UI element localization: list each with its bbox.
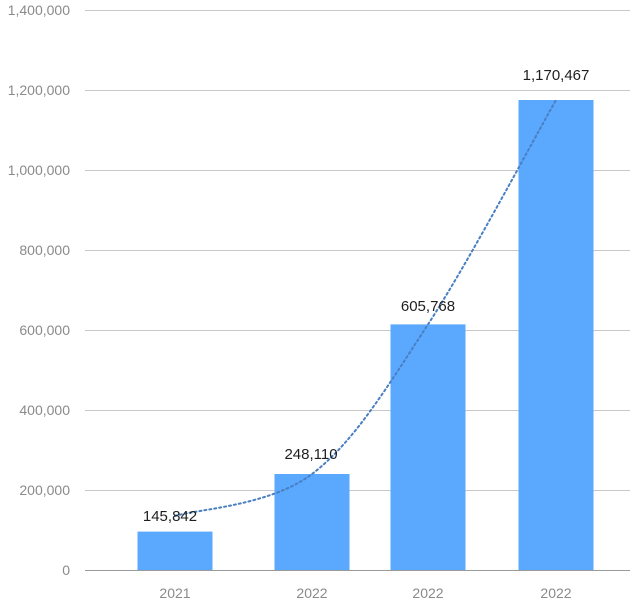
y-tick-label: 400,000 bbox=[19, 402, 70, 418]
y-tick-label: 1,200,000 bbox=[8, 82, 70, 98]
y-tick-label: 1,400,000 bbox=[8, 2, 70, 18]
bar bbox=[274, 474, 350, 570]
bars bbox=[137, 100, 594, 570]
trendline-path bbox=[174, 99, 557, 517]
y-tick-label: 200,000 bbox=[19, 482, 70, 498]
y-axis-tick-labels: 0 200,000 400,000 600,000 800,000 1,000,000 1,… bbox=[8, 2, 71, 578]
x-tick-label: 2022 bbox=[296, 585, 327, 601]
data-label: 248,110 bbox=[284, 446, 337, 463]
x-tick-label: 2022 bbox=[412, 585, 443, 601]
y-tick-label: 0 bbox=[62, 562, 70, 578]
y-tick-label: 1,000,000 bbox=[8, 162, 70, 178]
x-tick-label: 2021 bbox=[159, 585, 190, 601]
data-labels: 145,842 248,110 605,768 1,170,467 bbox=[143, 67, 589, 525]
bar bbox=[518, 100, 594, 570]
data-label: 605,768 bbox=[401, 298, 455, 315]
trendline bbox=[174, 99, 557, 517]
data-label: 1,170,467 bbox=[523, 67, 590, 84]
bar bbox=[137, 531, 213, 570]
gridlines bbox=[85, 10, 630, 571]
y-tick-label: 800,000 bbox=[19, 242, 70, 258]
x-axis-tick-labels: 2021 2022 2022 2022 bbox=[159, 585, 571, 601]
y-tick-label: 600,000 bbox=[19, 322, 70, 338]
bar bbox=[390, 324, 466, 570]
data-label: 145,842 bbox=[143, 508, 197, 525]
x-tick-label: 2022 bbox=[540, 585, 571, 601]
